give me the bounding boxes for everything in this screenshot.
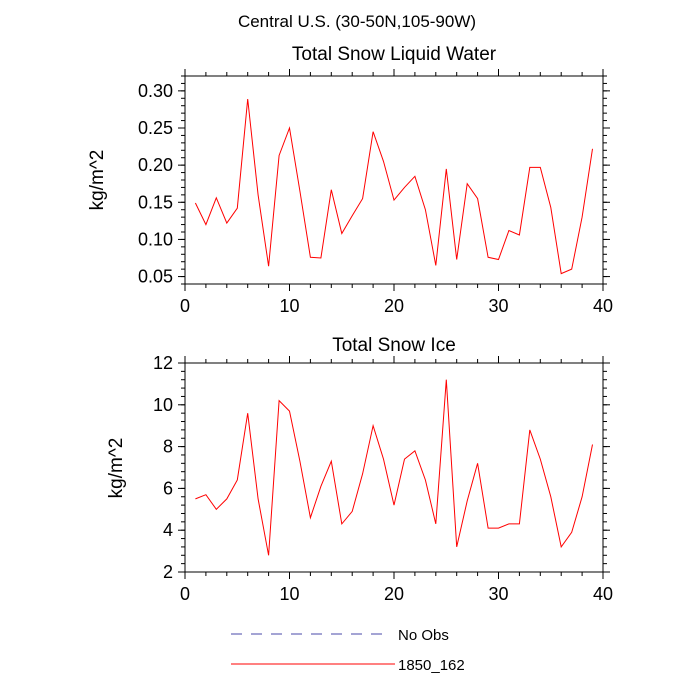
y-axis-label: kg/m^2 [87,150,108,211]
x-tick-label: 0 [180,584,190,604]
x-tick-labels: 0 10 20 30 40 [180,296,613,316]
y-tick-label: 0.30 [138,81,173,101]
plot-frame [184,362,604,573]
x-tick-labels: 0 10 20 30 40 [180,584,613,604]
x-tick-label: 40 [593,296,613,316]
plot-frame [184,75,604,285]
x-tick-label: 0 [180,296,190,316]
x-tick-label: 10 [279,296,299,316]
x-tick-label: 20 [384,296,404,316]
y-tick-label: 0.25 [138,118,173,138]
y-axis-label: kg/m^2 [106,438,127,499]
x-tick-label: 40 [593,584,613,604]
axis-ticks [178,356,610,579]
y-tick-label: 0.20 [138,155,173,175]
series-line-1850_162 [194,98,593,275]
x-tick-label: 30 [488,584,508,604]
panel-title: Total Snow Liquid Water [292,44,497,65]
axis-ticks [178,69,610,291]
legend-label-1850-162: 1850_162 [398,657,465,674]
series-line-1850_162 [195,379,593,556]
y-tick-label: 12 [153,353,173,373]
y-tick-label: 0.05 [138,267,173,287]
y-tick-label: 8 [163,437,173,457]
series-group [195,379,593,556]
series-group [194,98,593,275]
y-tick-label: 2 [163,562,173,582]
y-tick-label: 0.15 [138,192,173,212]
y-tick-label: 4 [163,520,173,540]
y-tick-labels: 0.05 0.10 0.15 0.20 0.25 0.30 [138,81,173,287]
x-tick-label: 30 [488,296,508,316]
figure-title: Central U.S. (30-50N,105-90W) [238,12,476,31]
x-tick-label: 10 [279,584,299,604]
y-tick-label: 0.10 [138,229,173,249]
y-tick-labels: 2 4 6 8 10 12 [153,353,173,582]
y-tick-label: 10 [153,395,173,415]
legend: No Obs 1850_162 [231,627,465,674]
panel-title: Total Snow Ice [332,335,456,356]
y-tick-label: 6 [163,478,173,498]
panel-snow-liquid-water: Total Snow Liquid Water kg/m^2 0 10 20 30 40… [87,44,613,316]
x-tick-label: 20 [384,584,404,604]
legend-label-no-obs: No Obs [398,627,449,644]
panel-snow-ice: Total Snow Ice kg/m^2 0 10 20 30 40 2 4 6 8 10 12 [106,335,613,604]
